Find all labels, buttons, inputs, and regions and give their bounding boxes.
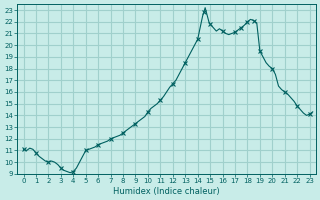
X-axis label: Humidex (Indice chaleur): Humidex (Indice chaleur) xyxy=(113,187,220,196)
